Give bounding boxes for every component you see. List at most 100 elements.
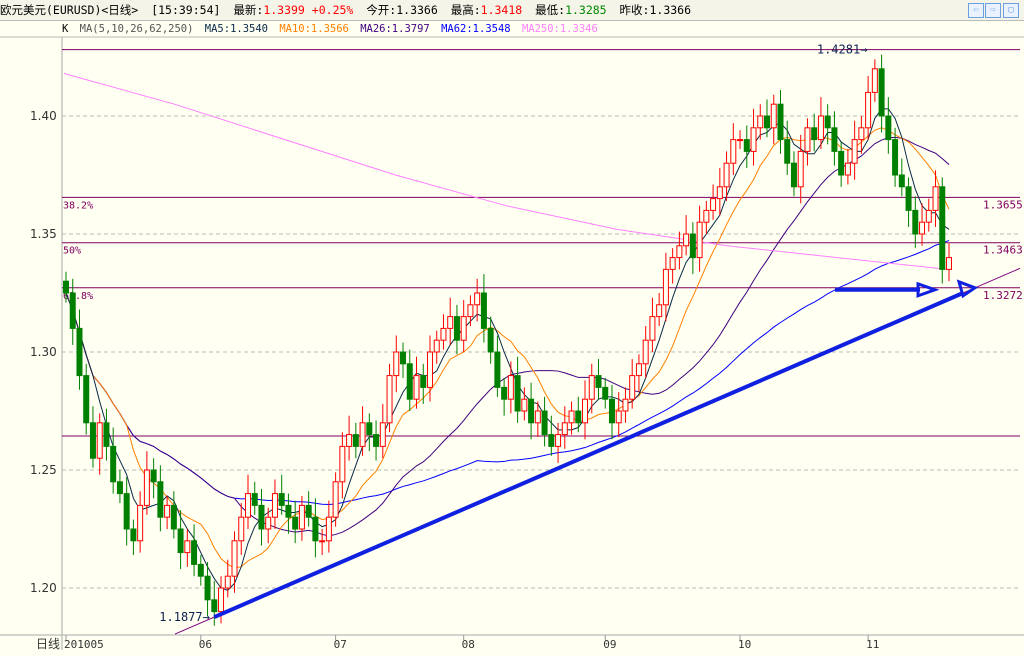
candle-down (170, 504, 177, 530)
candle-up (265, 516, 272, 530)
low-label: 最低: (535, 3, 566, 17)
candle-down (838, 150, 845, 176)
candle-down (939, 186, 946, 270)
candle-down (453, 316, 460, 341)
candle-down (811, 127, 818, 141)
candle-up (730, 139, 737, 164)
candle-down (157, 481, 164, 518)
y-tick-label: 1.35 (30, 227, 57, 241)
candle-down (487, 327, 494, 353)
ma62-legend: MA62:1.3548 (441, 23, 511, 35)
candle-up (723, 162, 730, 188)
candle-down (885, 115, 892, 141)
candle-up (588, 375, 595, 400)
ma26-legend: MA26:1.3797 (360, 23, 430, 35)
prev-arrow-button[interactable]: ⇦ (968, 3, 984, 18)
ma5-line (65, 108, 950, 591)
next-arrow-button[interactable]: ⇨ (985, 3, 1001, 18)
candle-down (76, 327, 83, 377)
candle-down (743, 139, 750, 152)
candle-up (865, 91, 872, 129)
candle-down (83, 375, 90, 424)
candle-down (352, 434, 359, 447)
candle-up (238, 516, 245, 542)
high-quote: 最高:1.3418 (451, 3, 522, 17)
open-label: 今开: (366, 3, 397, 17)
candle-up (804, 127, 811, 152)
high-price-label: 1.4281→ (817, 43, 868, 57)
k-label: K (62, 23, 69, 35)
candle-down (548, 434, 555, 447)
candle-down (831, 127, 838, 152)
prev-value: 1.3366 (649, 3, 692, 17)
latest-quote: 最新:1.3399 +0.25% (233, 3, 353, 17)
open-value: 1.3366 (396, 3, 438, 17)
candle-up (582, 398, 589, 424)
candle-up (143, 469, 150, 506)
candle-down (305, 504, 312, 518)
y-tick-label: 1.20 (30, 581, 57, 595)
prev-quote: 昨收:1.3366 (620, 3, 691, 17)
candle-down (514, 375, 521, 412)
y-tick-label: 1.40 (30, 109, 57, 123)
fib-percent-label: 61.8% (63, 291, 93, 302)
candle-up (96, 422, 103, 459)
candle-up (568, 410, 575, 424)
quote-time: [15:39:54] (151, 3, 221, 17)
candle-up (339, 445, 346, 483)
x-tick-label: 10 (738, 638, 751, 651)
support-arrowhead (916, 281, 940, 298)
open-quote: 今开:1.3366 (366, 3, 437, 17)
candle-up (716, 186, 723, 200)
x-tick-label: 201005 (64, 638, 104, 651)
candle-up (426, 351, 433, 388)
fib-percent-label: 50% (63, 246, 81, 257)
candle-down (110, 445, 117, 483)
candle-up (703, 209, 710, 223)
candle-down (177, 528, 184, 554)
candle-up (224, 575, 231, 589)
high-label: 最高: (450, 3, 481, 17)
title-bar: 欧元美元(EURUSD)<日线> [15:39:54] 最新:1.3399 +0… (0, 0, 1024, 21)
candle-down (150, 469, 157, 483)
level-price-label: 1.3463 (983, 244, 1023, 257)
candle-up (817, 115, 824, 141)
candle-up (615, 410, 622, 424)
candle-up (440, 327, 447, 341)
low-quote: 最低:1.3285 (535, 3, 606, 17)
candle-up (642, 339, 649, 365)
candle-up (871, 68, 878, 93)
ma62-line (65, 240, 950, 506)
fib-percent-label: 38.2% (63, 200, 93, 211)
change-value: +0.25% (311, 3, 354, 17)
candle-down (480, 292, 487, 329)
candle-up (379, 422, 386, 447)
maximize-button[interactable]: ▢ (1003, 3, 1019, 18)
candle-down (400, 351, 407, 365)
candle-up (184, 540, 191, 554)
candle-up (750, 127, 757, 152)
ma250-line (63, 73, 949, 270)
candle-down (312, 516, 319, 542)
period-label: 日线 (36, 637, 60, 651)
candle-up (386, 375, 393, 424)
candle-up (797, 150, 804, 188)
candle-down (366, 422, 373, 436)
candle-up (164, 504, 171, 518)
candle-up (925, 209, 932, 223)
candle-down (764, 115, 771, 129)
x-tick-label: 07 (334, 638, 347, 651)
candle-down (912, 209, 919, 235)
candle-up (669, 257, 676, 270)
candle-down (905, 186, 912, 211)
candle-up (359, 422, 366, 447)
trendline (213, 291, 964, 619)
candle-up (332, 481, 339, 518)
candle-up (346, 434, 353, 447)
candle-down (285, 504, 292, 518)
candle-up (218, 587, 225, 613)
x-tick-label: 06 (199, 638, 212, 651)
candle-up (844, 162, 851, 176)
candle-up (683, 233, 690, 247)
